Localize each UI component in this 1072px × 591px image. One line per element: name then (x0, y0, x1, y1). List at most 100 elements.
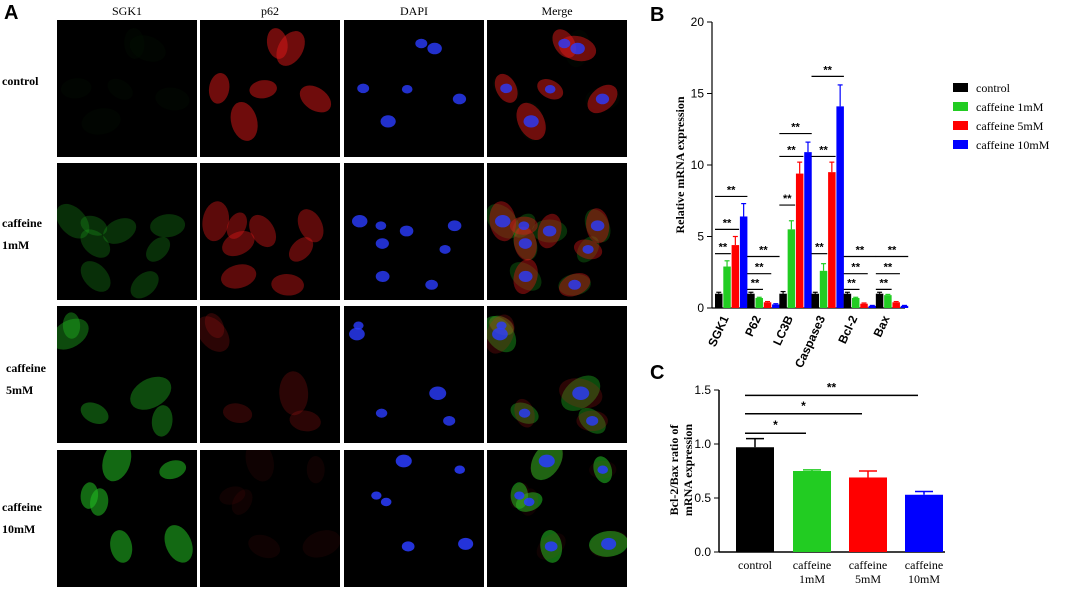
chart-c-xtick-sublabel-1: 1mM (799, 572, 825, 586)
chart-c-sig-label-1: * (801, 399, 806, 413)
chart-c-xtick-label-1: caffeine (793, 558, 831, 572)
chart-b-bar-bcl-2-1 (851, 297, 860, 308)
chart-b-bar-bax-0 (875, 293, 884, 308)
chart-b-ytick-label-3: 15 (691, 87, 705, 101)
chart-b-bar-caspase3-1 (819, 270, 828, 308)
row-label-caffeine-5mm: caffeine 5mM (6, 361, 46, 397)
chart-b-sig-label-8: ** (791, 122, 800, 134)
chart-b-bar-lc3b-2 (795, 173, 804, 308)
chart-b-sig-label-16: ** (884, 262, 893, 274)
chart-b-sig-label-4: ** (755, 262, 764, 274)
micrograph-sgk1-row-4 (57, 450, 197, 587)
chart-b-legend-swatch-0 (953, 83, 968, 92)
chart-b-sig-label-0: ** (719, 242, 728, 254)
chart-b-sig-label-12: ** (847, 277, 856, 289)
chart-b-bar-p62-3 (772, 304, 780, 308)
chart-b-sig-label-17: ** (888, 245, 897, 257)
chart-b-bar-bcl-2-0 (843, 293, 852, 308)
chart-b-ytick-label-1: 5 (697, 230, 704, 244)
chart-c-bar-2 (849, 477, 887, 552)
chart-c-bar-0 (736, 447, 774, 552)
chart-b-legend-label-0: control (976, 81, 1011, 95)
chart-b-bar-bcl-2-2 (860, 303, 868, 308)
chart-b-sig-label-3: ** (751, 277, 760, 289)
chart-c-bar-3 (905, 494, 943, 552)
micrograph-dapi-row-4 (344, 450, 484, 587)
chart-c-sig-label-0: * (773, 418, 778, 432)
chart-c-ytick-label-2: 1.0 (694, 437, 711, 451)
micrograph-merge-row-4 (487, 450, 627, 587)
chart-b-xtick-label-1: P62 (742, 313, 764, 339)
chart-b-xtick-label-2: LC3B (770, 313, 796, 348)
chart-b-bar-lc3b-0 (779, 293, 787, 308)
chart-b-xtick-label-4: Bcl-2 (835, 313, 860, 346)
chart-b-bar-lc3b-1 (787, 229, 796, 308)
micrograph-sgk1-row-1 (57, 20, 197, 157)
chart-b-bar-caspase3-3 (836, 106, 844, 309)
chart-b-bar-caspase3-2 (828, 172, 836, 308)
micrograph-sgk1-row-3 (57, 306, 197, 443)
chart-b-xtick-label-5: Bax (871, 313, 893, 339)
chart-b-xtick-label-3: Caspase3 (792, 313, 829, 370)
chart-b-bar-p62-2 (763, 302, 772, 308)
chart-b-sig-label-9: ** (815, 242, 824, 254)
micrograph-dapi-row-2 (344, 163, 484, 300)
panel-label-a: A (4, 2, 19, 24)
chart-b-sig-label-6: ** (783, 193, 792, 205)
chart-b-bar-bcl-2-3 (868, 305, 877, 308)
chart-b-sig-label-13: ** (851, 262, 860, 274)
micrograph-dapi-row-3 (344, 306, 484, 443)
chart-b-bar-p62-1 (755, 297, 763, 308)
chart-b-sig-label-10: ** (819, 144, 828, 156)
chart-b-legend-swatch-1 (953, 102, 968, 111)
micrograph-sgk1-row-2 (57, 163, 197, 300)
chart-b-bar-sgk1-3 (739, 216, 748, 308)
chart-b-legend-swatch-2 (953, 121, 968, 130)
micrograph-merge-row-1 (487, 20, 627, 157)
chart-b-xtick-label-0: SGK1 (705, 313, 732, 349)
chart-b-sig-label-7: ** (787, 144, 796, 156)
chart-b-sig-label-15: ** (879, 277, 888, 289)
panel-label-c: C (650, 362, 665, 384)
chart-b-bar-sgk1-1 (723, 266, 731, 308)
chart-b-sig-label-2: ** (727, 184, 736, 196)
chart-b-legend-label-3: caffeine 10mM (976, 138, 1050, 152)
chart-b-bar-bax-1 (884, 295, 892, 308)
chart-c-ytick-label-1: 0.5 (694, 491, 711, 505)
chart-b-sig-label-1: ** (723, 217, 732, 229)
chart-b-bar-caspase3-0 (811, 293, 819, 308)
chart-b-legend-swatch-3 (953, 140, 968, 149)
chart-c-xtick-label-3: caffeine (905, 558, 943, 572)
micrograph-merge-row-2 (487, 163, 627, 300)
micrograph-p62-row-1 (200, 20, 340, 157)
panel-label-b: B (650, 4, 665, 26)
chart-b-legend-label-2: caffeine 5mM (976, 119, 1044, 133)
chart-c-y-label-line1: Bcl-2/Bax ratio of (667, 424, 681, 516)
chart-b-bar-bax-3 (900, 305, 909, 308)
chart-c-xtick-sublabel-2: 5mM (855, 572, 881, 586)
chart-b-ytick-label-2: 10 (691, 158, 705, 172)
chart-b-sig-label-11: ** (823, 64, 832, 76)
chart-b-sig-label-14: ** (856, 245, 865, 257)
chart-c-y-label-line2: mRNA expression (681, 424, 695, 516)
chart-b-ytick-label-4: 20 (691, 15, 705, 29)
column-header-sgk1: SGK1 (111, 4, 142, 18)
chart-b-y-label: Relative mRNA expression (673, 96, 687, 233)
chart-c-bar-1 (793, 471, 831, 552)
chart-c-ytick-label-0: 0.0 (694, 545, 711, 559)
chart-c-ytick-label-3: 1.5 (694, 383, 711, 397)
chart-b-bar-lc3b-3 (804, 152, 812, 308)
column-header-merge: Merge (541, 4, 573, 18)
micrograph-p62-row-4 (200, 450, 340, 587)
chart-b-ytick-label-0: 0 (697, 301, 704, 315)
row-label-control: control (2, 74, 39, 88)
chart-b-legend-label-1: caffeine 1mM (976, 100, 1044, 114)
row-label-caffeine-10mm: caffeine 10mM (2, 500, 42, 536)
chart-c-xtick-label-0: control (738, 558, 773, 572)
chart-b-bar-p62-0 (747, 293, 755, 308)
micrograph-p62-row-3 (200, 306, 340, 443)
chart-c-sig-label-2: ** (827, 380, 837, 394)
micrograph-dapi-row-1 (344, 20, 484, 157)
micrograph-p62-row-2 (200, 163, 340, 300)
chart-c-xtick-sublabel-3: 10mM (908, 572, 940, 586)
